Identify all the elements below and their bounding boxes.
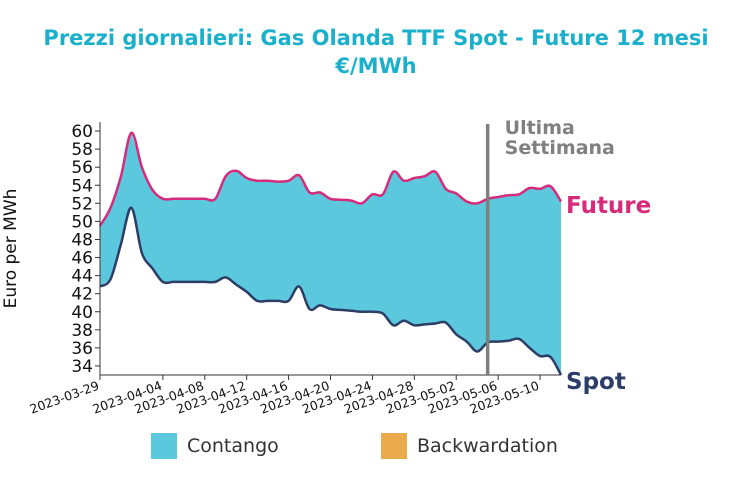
y-tick-label: 40 — [71, 303, 93, 323]
backwardation-swatch — [381, 433, 407, 459]
y-tick-label: 52 — [71, 194, 93, 214]
y-tick-label: 46 — [71, 249, 93, 269]
y-tick-label: 34 — [71, 357, 93, 377]
y-tick-label: 54 — [71, 176, 93, 196]
future-line — [98, 131, 563, 227]
legend-contango[interactable]: Contango — [151, 433, 279, 459]
y-tick-label: 44 — [71, 267, 93, 287]
y-tick-label: 42 — [71, 285, 93, 305]
legend-backwardation[interactable]: Backwardation — [381, 433, 558, 459]
y-tick-label: 58 — [71, 140, 93, 160]
y-tick-label: 56 — [71, 158, 93, 178]
y-tick-label: 60 — [71, 122, 93, 142]
legend-contango-label: Contango — [187, 435, 279, 457]
spot-series-label: Spot — [566, 369, 626, 395]
y-axis-label: Euro per MWh — [1, 189, 21, 309]
plot-group: 34363840424446485052545658602023-03-2920… — [1, 117, 651, 417]
marker-label-line2: Settimana — [505, 137, 615, 159]
marker-label-line1: Ultima — [505, 117, 575, 139]
chart-title-line1: Prezzi giornalieri: Gas Olanda TTF Spot … — [43, 26, 709, 50]
y-tick-label: 48 — [71, 230, 93, 250]
spot-line — [99, 206, 563, 376]
contango-area — [100, 132, 561, 375]
legend-backwardation-label: Backwardation — [417, 435, 558, 457]
y-tick-label: 36 — [71, 339, 93, 359]
y-tick-label: 50 — [71, 212, 93, 232]
contango-swatch — [151, 433, 177, 459]
future-series-label: Future — [566, 193, 651, 219]
y-tick-label: 38 — [71, 321, 93, 341]
x-tick-label: 2023-03-29 — [28, 378, 101, 417]
chart-title-line2: €/MWh — [335, 54, 417, 78]
